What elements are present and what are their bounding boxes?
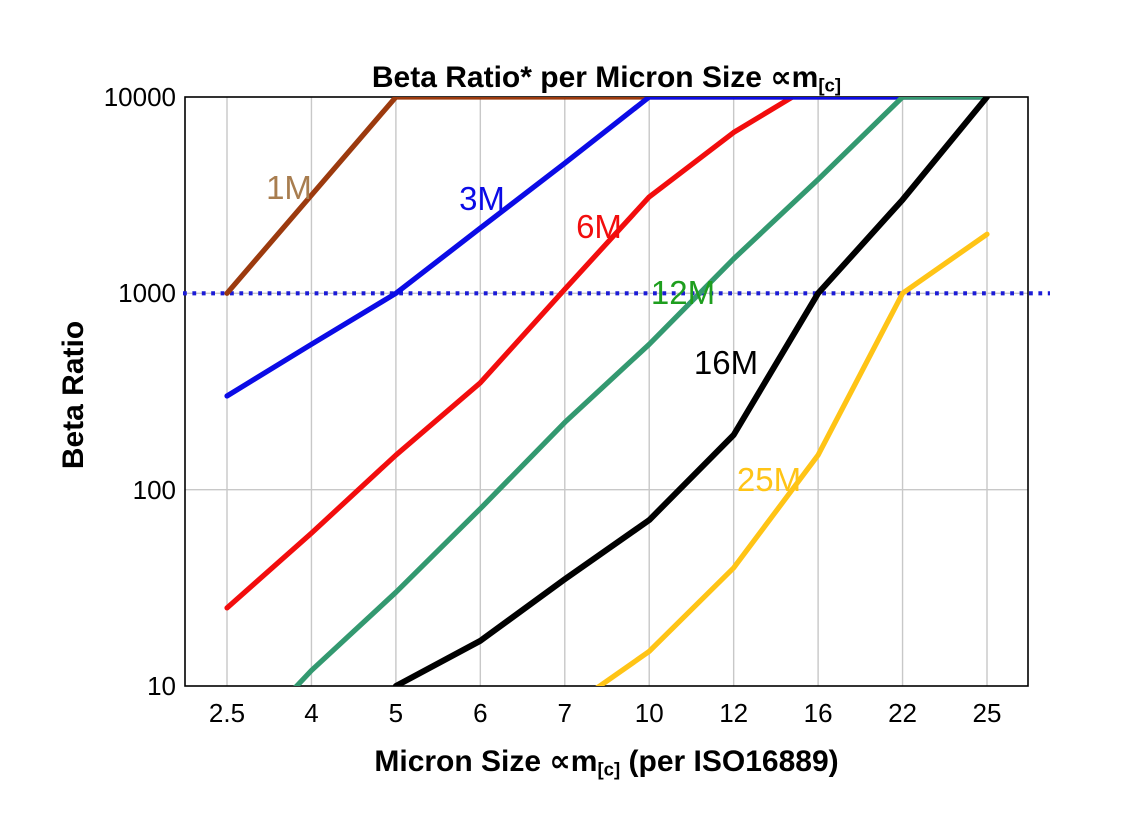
series-label-3M: 3M bbox=[459, 180, 505, 217]
y-tick-label-10: 10 bbox=[147, 671, 176, 701]
chart-title-text: Beta Ratio* per Micron Size ∝m bbox=[371, 61, 819, 94]
x-tick-label-2.5: 2.5 bbox=[208, 698, 246, 728]
x-tick-label-4: 4 bbox=[304, 698, 319, 728]
x-tick-label-25: 25 bbox=[972, 698, 1002, 728]
x-tick-label-6: 6 bbox=[473, 698, 488, 728]
y-tick-label-10000: 10000 bbox=[103, 82, 176, 112]
x-axis-title-suffix: (per ISO16889) bbox=[620, 745, 839, 778]
x-tick-label-16: 16 bbox=[803, 698, 833, 728]
x-axis-title-subscript: [c] bbox=[597, 758, 621, 780]
x-tick-label-7: 7 bbox=[557, 698, 572, 728]
series-line-3M bbox=[224, 97, 990, 399]
y-axis-title: Beta Ratio bbox=[57, 320, 90, 470]
series-label-16M: 16M bbox=[693, 344, 759, 381]
x-tick-label-5: 5 bbox=[388, 698, 404, 728]
y-tick-label-100: 100 bbox=[132, 474, 176, 505]
x-axis-title: Micron Size ∝m[c] (per ISO16889) bbox=[185, 744, 1028, 781]
series-line-6M bbox=[224, 97, 798, 611]
x-tick-label-22: 22 bbox=[888, 698, 918, 728]
series-line-12M bbox=[293, 97, 990, 686]
series-line-16M bbox=[392, 97, 990, 686]
series-label-12M: 12M bbox=[650, 274, 716, 311]
series-label-6M: 6M bbox=[576, 208, 622, 245]
chart-title-subscript: [c] bbox=[818, 74, 842, 96]
x-tick-label-10: 10 bbox=[634, 698, 664, 728]
series-line-25M bbox=[595, 231, 990, 686]
chart-title: Beta Ratio* per Micron Size ∝m[c] bbox=[185, 60, 1028, 97]
series-group bbox=[224, 97, 990, 686]
series-label-25M: 25M bbox=[736, 461, 802, 498]
series-line-1M bbox=[224, 97, 990, 296]
series-label-1M: 1M bbox=[266, 169, 312, 206]
x-tick-label-12: 12 bbox=[719, 698, 749, 728]
y-tick-label-1000: 1000 bbox=[118, 278, 176, 309]
x-axis-title-text: Micron Size ∝m bbox=[374, 745, 598, 778]
